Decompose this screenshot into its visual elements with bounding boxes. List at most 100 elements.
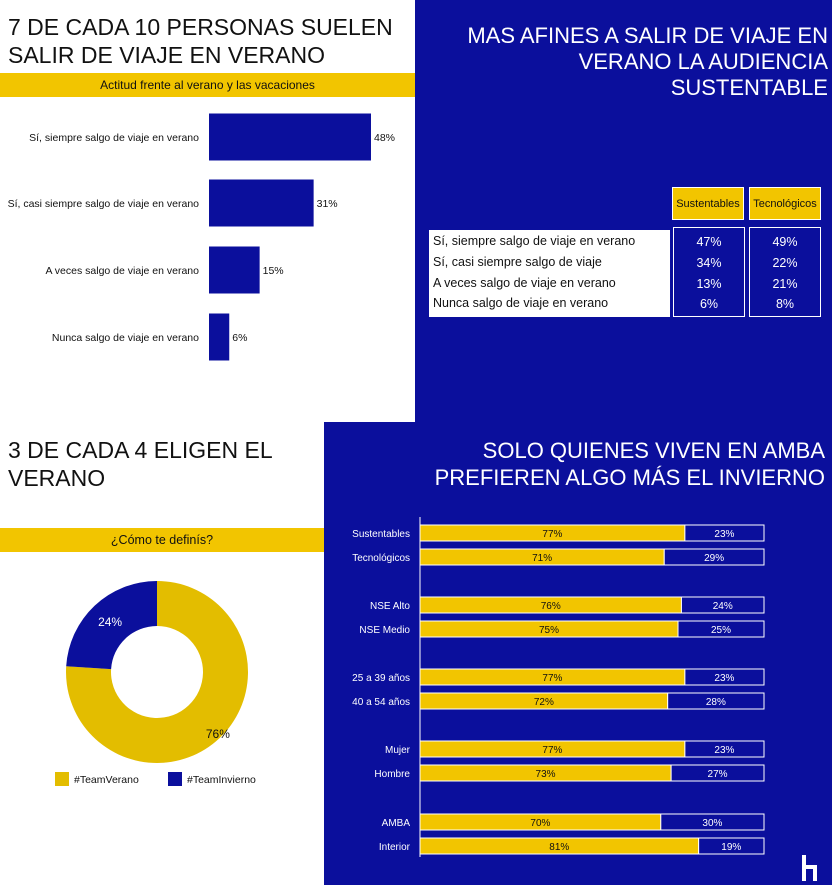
data-label: 75% (539, 625, 559, 636)
data-label: 25% (711, 625, 731, 636)
category-label: Hombre (374, 769, 410, 780)
table-cell: 21% (772, 276, 798, 291)
donut-slice (66, 581, 157, 670)
data-label: 72% (534, 697, 554, 708)
segment-bar-blue (670, 764, 765, 782)
segment-bar-blue (698, 837, 765, 855)
category-label: Mujer (385, 745, 411, 756)
segment-bar-blue (663, 548, 765, 566)
segment-bar-blue (680, 596, 765, 614)
bar (209, 246, 260, 294)
title-line-2: SALIR DE VIAJE EN VERANO (8, 42, 325, 68)
panel-title-team: 3 DE CADA 4 ELIGEN EL VERANO (8, 436, 273, 492)
category-label: NSE Medio (359, 625, 410, 636)
category-label: Interior (379, 842, 411, 853)
title-line-1: 7 DE CADA 10 PERSONAS SUELEN (8, 14, 393, 40)
data-label: 77% (542, 529, 562, 540)
title-line-2: VERANO (8, 465, 106, 491)
category-label: Sí, siempre salgo de viaje en verano (29, 132, 199, 144)
table-row-label: Sí, siempre salgo de viaje en verano (433, 234, 636, 248)
slice-label: 76% (206, 727, 230, 741)
segment-bar-blue (684, 524, 765, 542)
table-row-label: Nunca salgo de viaje en verano (433, 296, 609, 311)
panel-title-amba: SOLO QUIENES VIVEN EN AMBA PREFIEREN ALG… (435, 437, 825, 491)
table-cell: 22% (772, 255, 798, 270)
slice-label: 24% (98, 615, 122, 629)
data-label: 73% (536, 769, 556, 780)
segment-stacked-bar-chart: 77% 23% Sustentables 71% 29% Tecnológicos 76% 2… (352, 517, 765, 857)
data-label: 76% (541, 601, 561, 612)
data-label: 23% (714, 529, 734, 540)
h-logo-icon (802, 855, 817, 881)
table-cell: 34% (696, 255, 722, 270)
category-label: NSE Alto (370, 601, 410, 612)
legend-label: #TeamVerano (74, 774, 139, 786)
panel-amba-winter: SOLO QUIENES VIVEN EN AMBA PREFIEREN ALG… (324, 422, 832, 885)
data-label: 77% (542, 673, 562, 684)
category-label: A veces salgo de viaje en verano (45, 265, 199, 277)
segment-bar-blue (677, 620, 765, 638)
travel-bar-chart: Sí, siempre salgo de viaje en verano 48% S… (8, 113, 395, 361)
legend-label: #TeamInvierno (187, 774, 256, 786)
table-row-label: Sí, casi siempre salgo de viaje (433, 254, 602, 269)
segment-bar-blue (667, 692, 765, 710)
data-label: 24% (713, 601, 733, 612)
category-label: Sustentables (352, 529, 410, 540)
table-cell: 47% (696, 235, 722, 249)
segment-bar-blue (660, 813, 765, 831)
category-label: Sí, casi siempre salgo de viaje en veran… (8, 198, 200, 210)
data-label: 15% (263, 265, 284, 277)
data-label: 23% (714, 745, 734, 756)
data-label: 27% (708, 769, 728, 780)
category-label: Nunca salgo de viaje en verano (52, 332, 199, 344)
title-line-1: 3 DE CADA 4 ELIGEN EL (8, 437, 273, 463)
subtitle-band: ¿Cómo te definís? (0, 528, 324, 552)
panel-sustainable-audience: MAS AFINES A SALIR DE VIAJE EN VERANO LA… (415, 0, 832, 422)
table-cell: 13% (696, 276, 722, 291)
team-donut-chart: 76% 24% #TeamVerano #TeamInvierno (55, 581, 256, 786)
legend-swatch (168, 772, 182, 786)
panel-title-audience: MAS AFINES A SALIR DE VIAJE EN VERANO LA… (467, 23, 828, 101)
table-column-sustentables: 47% 34% 13% 6% (673, 227, 745, 317)
segment-bar-blue (684, 740, 765, 758)
category-label: Tecnológicos (352, 553, 410, 564)
legend-swatch (55, 772, 69, 786)
bar (209, 113, 371, 161)
title-line-1: MAS AFINES A SALIR DE VIAJE EN (467, 23, 828, 48)
data-label: 30% (702, 818, 722, 829)
data-label: 28% (706, 697, 726, 708)
table-header-sustentables: Sustentables (672, 187, 744, 220)
data-label: 29% (704, 553, 724, 564)
table-cell: 8% (775, 297, 795, 312)
table-column-tecnologicos: 49% 22% 21% 8% (749, 227, 821, 317)
title-line-2: VERANO LA AUDIENCIA (578, 49, 828, 74)
data-label: 19% (721, 842, 741, 853)
category-label: AMBA (382, 818, 411, 829)
bar (209, 313, 230, 361)
title-line-3: SUSTENTABLE (670, 75, 828, 100)
title-line-2: PREFIEREN ALGO MÁS EL INVIERNO (434, 465, 825, 490)
data-label: 81% (549, 842, 569, 853)
segment-bar-blue (684, 668, 765, 686)
title-line-1: SOLO QUIENES VIVEN EN AMBA (482, 438, 825, 463)
table-row-labels: Sí, siempre salgo de viaje en verano Sí,… (429, 230, 670, 317)
data-label: 77% (542, 745, 562, 756)
panel-summer-travel: 7 DE CADA 10 PERSONAS SUELEN SALIR DE VI… (0, 0, 415, 422)
data-label: 31% (317, 198, 338, 210)
data-label: 23% (714, 673, 734, 684)
panel-title-travel: 7 DE CADA 10 PERSONAS SUELEN SALIR DE VI… (8, 13, 393, 69)
table-cell: 49% (772, 235, 798, 249)
table-row-label: A veces salgo de viaje en verano (433, 275, 616, 290)
panel-team-preference: 3 DE CADA 4 ELIGEN EL VERANO ¿Cómo te de… (0, 422, 324, 885)
data-label: 70% (530, 818, 550, 829)
bar (209, 179, 314, 227)
category-label: 25 a 39 años (352, 673, 410, 684)
data-label: 6% (232, 332, 247, 344)
table-header-tecnologicos: Tecnológicos (749, 187, 821, 220)
subtitle-band: Actitud frente al verano y las vacacione… (0, 73, 415, 97)
category-label: 40 a 54 años (352, 697, 410, 708)
table-cell: 6% (699, 297, 719, 312)
data-label: 71% (532, 553, 552, 564)
data-label: 48% (374, 132, 395, 144)
donut-slice (65, 581, 248, 763)
